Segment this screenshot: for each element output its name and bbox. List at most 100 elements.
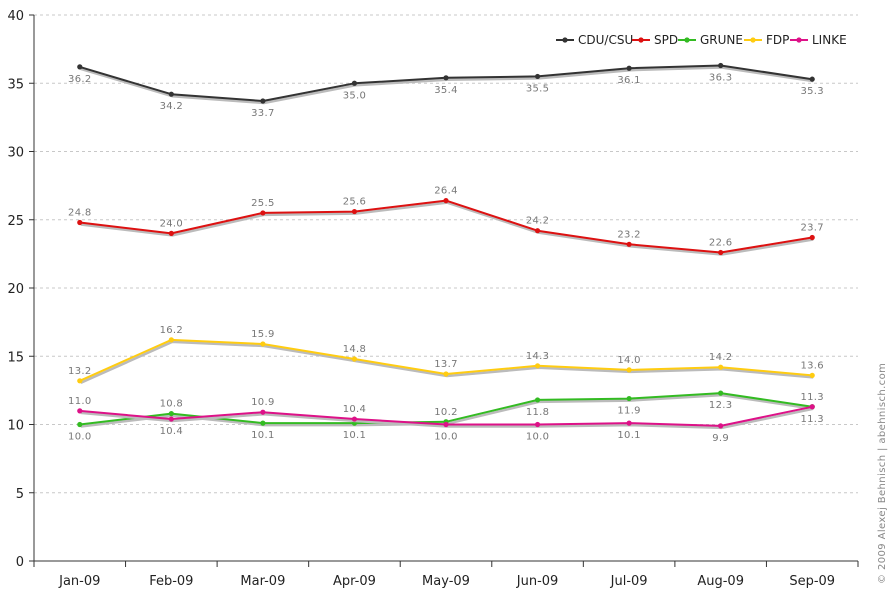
- data-label-fdp: 13.7: [434, 359, 457, 370]
- data-point-grune: [718, 390, 724, 396]
- data-point-spd: [443, 198, 449, 204]
- data-label-cdu-csu: 34.2: [160, 101, 183, 112]
- data-label-linke: 10.0: [526, 432, 549, 443]
- data-point-linke: [351, 416, 358, 422]
- data-point-grune: [626, 395, 632, 402]
- data-point-linke: [443, 421, 449, 428]
- y-tick-label: 35: [7, 77, 24, 92]
- y-tick-label: 30: [7, 146, 24, 161]
- data-label-fdp: 14.8: [343, 344, 366, 355]
- data-point-spd: [77, 219, 83, 226]
- x-tick-label: Jul-09: [610, 574, 648, 589]
- data-label-linke: 10.1: [617, 430, 640, 441]
- y-tick-label: 0: [16, 555, 24, 570]
- data-label-cdu-csu: 35.3: [800, 86, 823, 97]
- data-point-fdp: [718, 364, 724, 370]
- data-point-spd: [534, 228, 541, 234]
- data-label-cdu-csu: 36.3: [709, 73, 732, 84]
- y-tick-label: 20: [7, 282, 24, 297]
- data-point-grune: [534, 397, 541, 403]
- data-label-fdp: 13.6: [800, 360, 823, 371]
- credit-text: © 2009 Alexej Behnisch | abehnisch.com: [877, 363, 888, 584]
- data-point-linke: [168, 416, 174, 422]
- data-label-cdu-csu: 33.7: [251, 108, 274, 119]
- data-label-cdu-csu: 36.1: [617, 75, 640, 86]
- y-tick-label: 40: [7, 9, 24, 24]
- legend-marker-grune: [684, 37, 690, 43]
- data-label-linke: 9.9: [712, 433, 729, 444]
- data-label-cdu-csu: 36.2: [68, 74, 91, 85]
- legend-marker-spd: [638, 37, 644, 43]
- data-point-spd: [260, 210, 266, 216]
- data-label-linke: 10.4: [343, 404, 366, 415]
- data-label-linke: 11.0: [68, 396, 91, 407]
- data-point-grune: [260, 420, 266, 426]
- data-point-linke: [77, 408, 83, 414]
- data-point-grune: [77, 421, 83, 428]
- legend: CDU/CSU SPD GRUNE FDP LINKE: [556, 33, 847, 47]
- data-label-grune: 10.8: [160, 399, 183, 410]
- data-point-fdp: [809, 372, 815, 378]
- data-label-grune: 11.3: [800, 392, 823, 403]
- data-label-spd: 26.4: [434, 186, 457, 197]
- data-label-fdp: 16.2: [160, 325, 183, 336]
- x-tick-label: Jun-09: [516, 574, 559, 589]
- data-point-linke: [718, 423, 724, 429]
- legend-label-cdu-csu: CDU/CSU: [578, 33, 633, 47]
- legend-marker-linke: [796, 37, 802, 43]
- data-point-cdu-csu: [534, 73, 541, 80]
- data-point-spd: [718, 249, 724, 256]
- data-point-cdu-csu: [718, 62, 724, 69]
- data-point-fdp: [260, 341, 266, 347]
- data-label-spd: 25.6: [343, 197, 366, 208]
- axes: 0 5 10 15 20 25 30 35 40 Jan-09 Feb-09 Mar-09 Apr-09…: [7, 9, 859, 589]
- data-point-cdu-csu: [260, 98, 266, 104]
- data-label-spd: 24.2: [526, 216, 549, 227]
- data-point-cdu-csu: [77, 64, 83, 70]
- data-label-grune: 10.1: [343, 430, 366, 441]
- data-point-linke: [626, 420, 632, 426]
- data-point-spd: [626, 241, 632, 247]
- data-label-spd: 23.7: [800, 222, 823, 233]
- data-label-linke: 11.3: [800, 414, 823, 425]
- data-point-fdp: [351, 356, 358, 362]
- data-point-cdu-csu: [351, 80, 358, 86]
- x-tick-label: Aug-09: [697, 574, 744, 589]
- data-label-spd: 22.6: [709, 238, 732, 249]
- data-label-spd: 24.0: [160, 218, 183, 229]
- x-tick-label: May-09: [422, 574, 470, 589]
- data-point-spd: [809, 234, 815, 241]
- data-labels: 36.2 34.2 33.7 35.0 35.4 35.5 36.1 36.3 35.3 24.8…: [68, 73, 824, 444]
- data-label-spd: 25.5: [251, 198, 274, 209]
- data-label-cdu-csu: 35.0: [343, 90, 366, 101]
- data-label-spd: 23.2: [617, 229, 640, 240]
- data-point-fdp: [626, 367, 632, 373]
- legend-label-grune: GRUNE: [700, 33, 743, 47]
- data-point-fdp: [443, 371, 449, 377]
- legend-label-fdp: FDP: [766, 33, 789, 47]
- data-label-grune: 10.1: [251, 430, 274, 441]
- data-label-fdp: 14.3: [526, 351, 549, 362]
- series-line-spd: [79, 199, 813, 254]
- data-label-fdp: 15.9: [251, 329, 274, 340]
- data-point-grune: [168, 410, 174, 417]
- data-point-cdu-csu: [626, 65, 632, 71]
- data-label-fdp: 14.0: [617, 355, 640, 366]
- data-point-spd: [168, 230, 174, 236]
- data-point-linke: [809, 404, 815, 410]
- x-tick-label: Jan-09: [58, 574, 100, 589]
- y-tick-label: 25: [7, 214, 24, 229]
- data-label-linke: 10.9: [251, 397, 274, 408]
- data-point-fdp: [77, 378, 83, 384]
- legend-label-spd: SPD: [654, 33, 678, 47]
- series-lines: [77, 62, 815, 430]
- legend-marker-fdp: [750, 37, 756, 43]
- x-tick-label: Mar-09: [240, 574, 285, 589]
- y-tick-label: 15: [7, 350, 24, 365]
- data-label-grune: 10.0: [68, 432, 91, 443]
- data-point-linke: [260, 409, 266, 415]
- legend-marker-cdu-csu: [562, 37, 568, 43]
- y-tick-label: 5: [16, 487, 24, 502]
- y-tick-label: 10: [7, 419, 24, 434]
